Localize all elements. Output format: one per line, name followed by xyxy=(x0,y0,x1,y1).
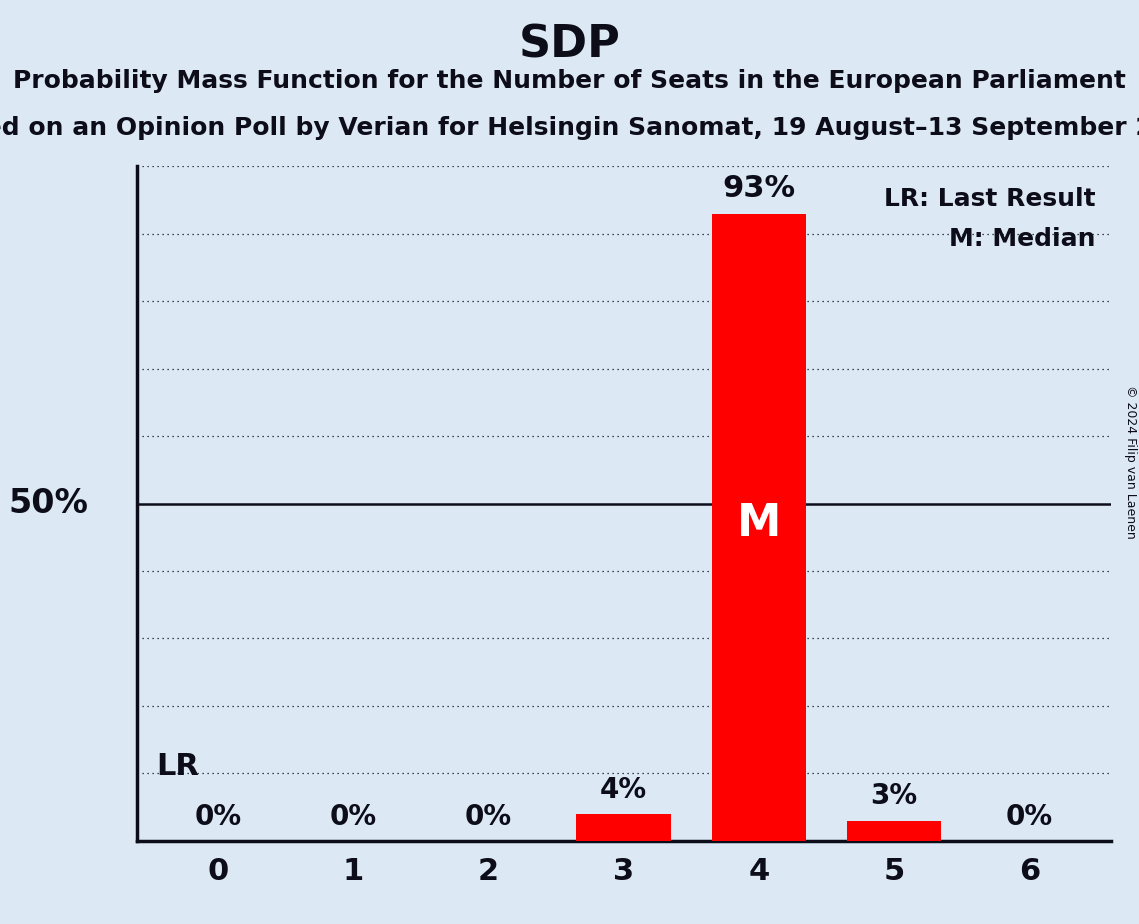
Text: © 2024 Filip van Laenen: © 2024 Filip van Laenen xyxy=(1124,385,1137,539)
Text: 0%: 0% xyxy=(465,803,511,831)
Text: 93%: 93% xyxy=(722,175,795,203)
Text: M: Median: M: Median xyxy=(950,227,1096,251)
Text: 4%: 4% xyxy=(600,776,647,804)
Text: LR: LR xyxy=(156,752,199,781)
Text: 3%: 3% xyxy=(870,783,918,810)
Text: 0%: 0% xyxy=(1006,803,1052,831)
Text: Based on an Opinion Poll by Verian for Helsingin Sanomat, 19 August–13 September: Based on an Opinion Poll by Verian for H… xyxy=(0,116,1139,140)
Bar xyxy=(846,821,942,841)
Text: 0%: 0% xyxy=(329,803,377,831)
Text: M: M xyxy=(737,503,781,545)
Text: LR: Last Result: LR: Last Result xyxy=(884,187,1096,211)
Text: 50%: 50% xyxy=(8,487,88,520)
Text: SDP: SDP xyxy=(518,23,621,67)
Bar xyxy=(576,814,671,841)
Bar xyxy=(712,213,806,841)
Text: Probability Mass Function for the Number of Seats in the European Parliament: Probability Mass Function for the Number… xyxy=(13,69,1126,93)
Text: 0%: 0% xyxy=(195,803,241,831)
